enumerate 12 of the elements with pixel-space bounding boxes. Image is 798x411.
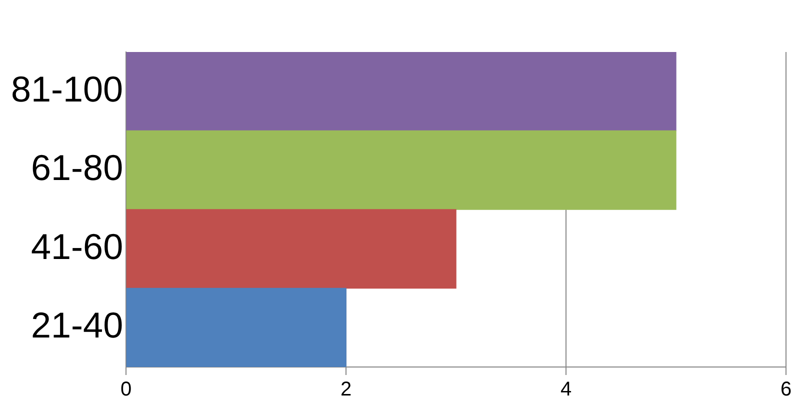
x-tick-label: 2 [340, 378, 352, 401]
x-tick-label: 6 [780, 378, 792, 401]
y-tick-label: 21-40 [31, 304, 124, 346]
bar [126, 288, 346, 367]
x-tick-label: 4 [560, 378, 572, 401]
y-tick-label: 61-80 [31, 147, 124, 188]
y-tick-label: 81-100 [10, 68, 124, 110]
bar [126, 52, 676, 132]
bar [126, 209, 456, 289]
y-tick-label: 41-60 [31, 226, 124, 267]
x-tick-label: 0 [120, 378, 132, 401]
bar [126, 130, 676, 210]
